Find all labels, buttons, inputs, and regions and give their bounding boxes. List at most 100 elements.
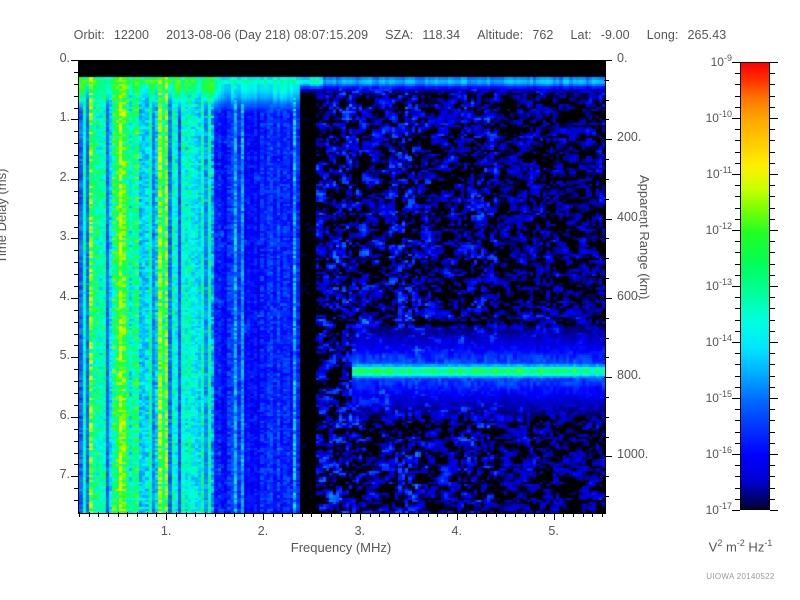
colorbar-tick-minor [735, 308, 740, 310]
orbit-label: Orbit: [73, 28, 105, 42]
x-tick-minor [476, 512, 478, 517]
x-tick-minor [88, 512, 90, 517]
x-tick-minor [137, 512, 139, 517]
colorbar-tick-minor [770, 196, 775, 198]
colorbar-tick-label: 10-17 [705, 501, 732, 517]
colorbar-tick [770, 342, 778, 343]
colorbar-tick-minor [770, 218, 775, 220]
colorbar-tick-minor [770, 151, 775, 153]
y-tick-minor [74, 226, 79, 228]
y-tick-major [71, 60, 79, 61]
altitude-label: Altitude: [477, 28, 524, 42]
colorbar-tick-minor [770, 73, 775, 75]
colorbar-tick-minor [735, 353, 740, 355]
y2-tick-minor [604, 238, 609, 240]
x-tick-minor [78, 512, 80, 517]
x-tick-minor [330, 512, 332, 517]
colorbar-tick-label: 10-15 [705, 389, 732, 405]
x-tick-minor [117, 512, 119, 517]
y2-tick-minor [604, 159, 609, 161]
colorbar-tick-minor [735, 95, 740, 97]
y-tick-label: 5. [59, 348, 70, 363]
y-tick-minor [74, 428, 79, 430]
y-tick-minor [74, 369, 79, 371]
colorbar-tick [770, 118, 778, 119]
y2-tick-minor [604, 99, 609, 101]
y2-tick-minor [604, 79, 609, 81]
lat-label: Lat: [570, 28, 592, 42]
figure-header: Orbit: 12200 2013-08-06 (Day 218) 08:07:15… [0, 28, 800, 42]
colorbar-tick-minor [735, 330, 740, 332]
y-tick-minor [74, 131, 79, 133]
colorbar-tick [770, 174, 778, 175]
y-tick-minor [74, 381, 79, 383]
colorbar-tick-label: 10-13 [705, 277, 732, 293]
y-tick-minor [74, 143, 79, 145]
y-tick-major [71, 178, 79, 180]
colorbar-tick-minor [735, 319, 740, 321]
colorbar-tick-minor [770, 386, 775, 388]
colorbar-tick-minor [770, 409, 775, 411]
x-tick-minor [524, 512, 526, 517]
y-tick-minor [74, 440, 79, 442]
x-tick-minor [195, 512, 197, 517]
y-tick-minor [74, 404, 79, 406]
y-tick-major [71, 476, 79, 478]
x-tick-minor [582, 512, 584, 517]
y-tick-minor [74, 464, 79, 466]
colorbar-tick [732, 118, 740, 119]
y-tick-minor [74, 262, 79, 264]
x-tick-minor [185, 512, 187, 517]
y-tick-minor [74, 500, 79, 502]
x-tick-major [263, 512, 265, 520]
orbit-value: 12200 [113, 28, 150, 42]
y2-tick-minor [604, 258, 609, 260]
colorbar-tick-minor [735, 297, 740, 299]
colorbar-tick-minor [735, 274, 740, 276]
x-tick-minor [127, 512, 129, 517]
x-tick-minor [447, 512, 449, 517]
colorbar-tick-minor [770, 106, 775, 108]
y-axis-title: Time Delay (ms) [0, 168, 9, 264]
y-tick-major [71, 416, 79, 418]
y2-tick-minor [604, 337, 609, 339]
x-tick-minor [175, 512, 177, 517]
colorbar-unit-label: V2 m-2 Hz-1 [708, 538, 773, 555]
colorbar-tick-label: 10-9 [710, 53, 732, 69]
colorbar-tick-minor [735, 263, 740, 265]
x-tick-minor [282, 512, 284, 517]
x-tick-minor [292, 512, 294, 517]
x-tick-label: 1. [160, 524, 172, 538]
x-tick-minor [505, 512, 507, 517]
colorbar-tick-minor [735, 185, 740, 187]
y-tick-minor [74, 190, 79, 192]
y-tick-label: 7. [59, 467, 70, 482]
x-tick-major [359, 512, 361, 520]
colorbar-tick-minor [770, 297, 775, 299]
colorbar-tick-minor [735, 73, 740, 75]
x-tick-minor [514, 512, 516, 517]
colorbar-tick-label: 10-11 [706, 165, 732, 181]
y-tick-minor [74, 309, 79, 311]
y2-tick-minor [604, 278, 609, 280]
x-tick-minor [369, 512, 371, 517]
colorbar-tick-minor [735, 431, 740, 433]
x-tick-minor [156, 512, 158, 517]
y-tick-minor [74, 452, 79, 454]
y-tick-label: 0. [59, 51, 70, 65]
colorbar-tick-minor [770, 465, 775, 467]
x-tick-minor [563, 512, 565, 517]
lat-value: -9.00 [600, 28, 630, 42]
y2-tick-label: 200. [617, 130, 642, 145]
y2-tick-minor [604, 198, 609, 200]
y2-tick-major [604, 139, 612, 141]
colorbar-tick [770, 510, 778, 511]
y2-tick-major [604, 297, 612, 299]
colorbar-tick-minor [735, 465, 740, 467]
y-tick-label: 3. [59, 229, 70, 244]
y-tick-minor [74, 167, 79, 169]
y-tick-minor [74, 95, 79, 97]
y2-tick-major [604, 60, 612, 61]
y2-tick-minor [604, 178, 609, 180]
colorbar-tick-minor [735, 498, 740, 500]
